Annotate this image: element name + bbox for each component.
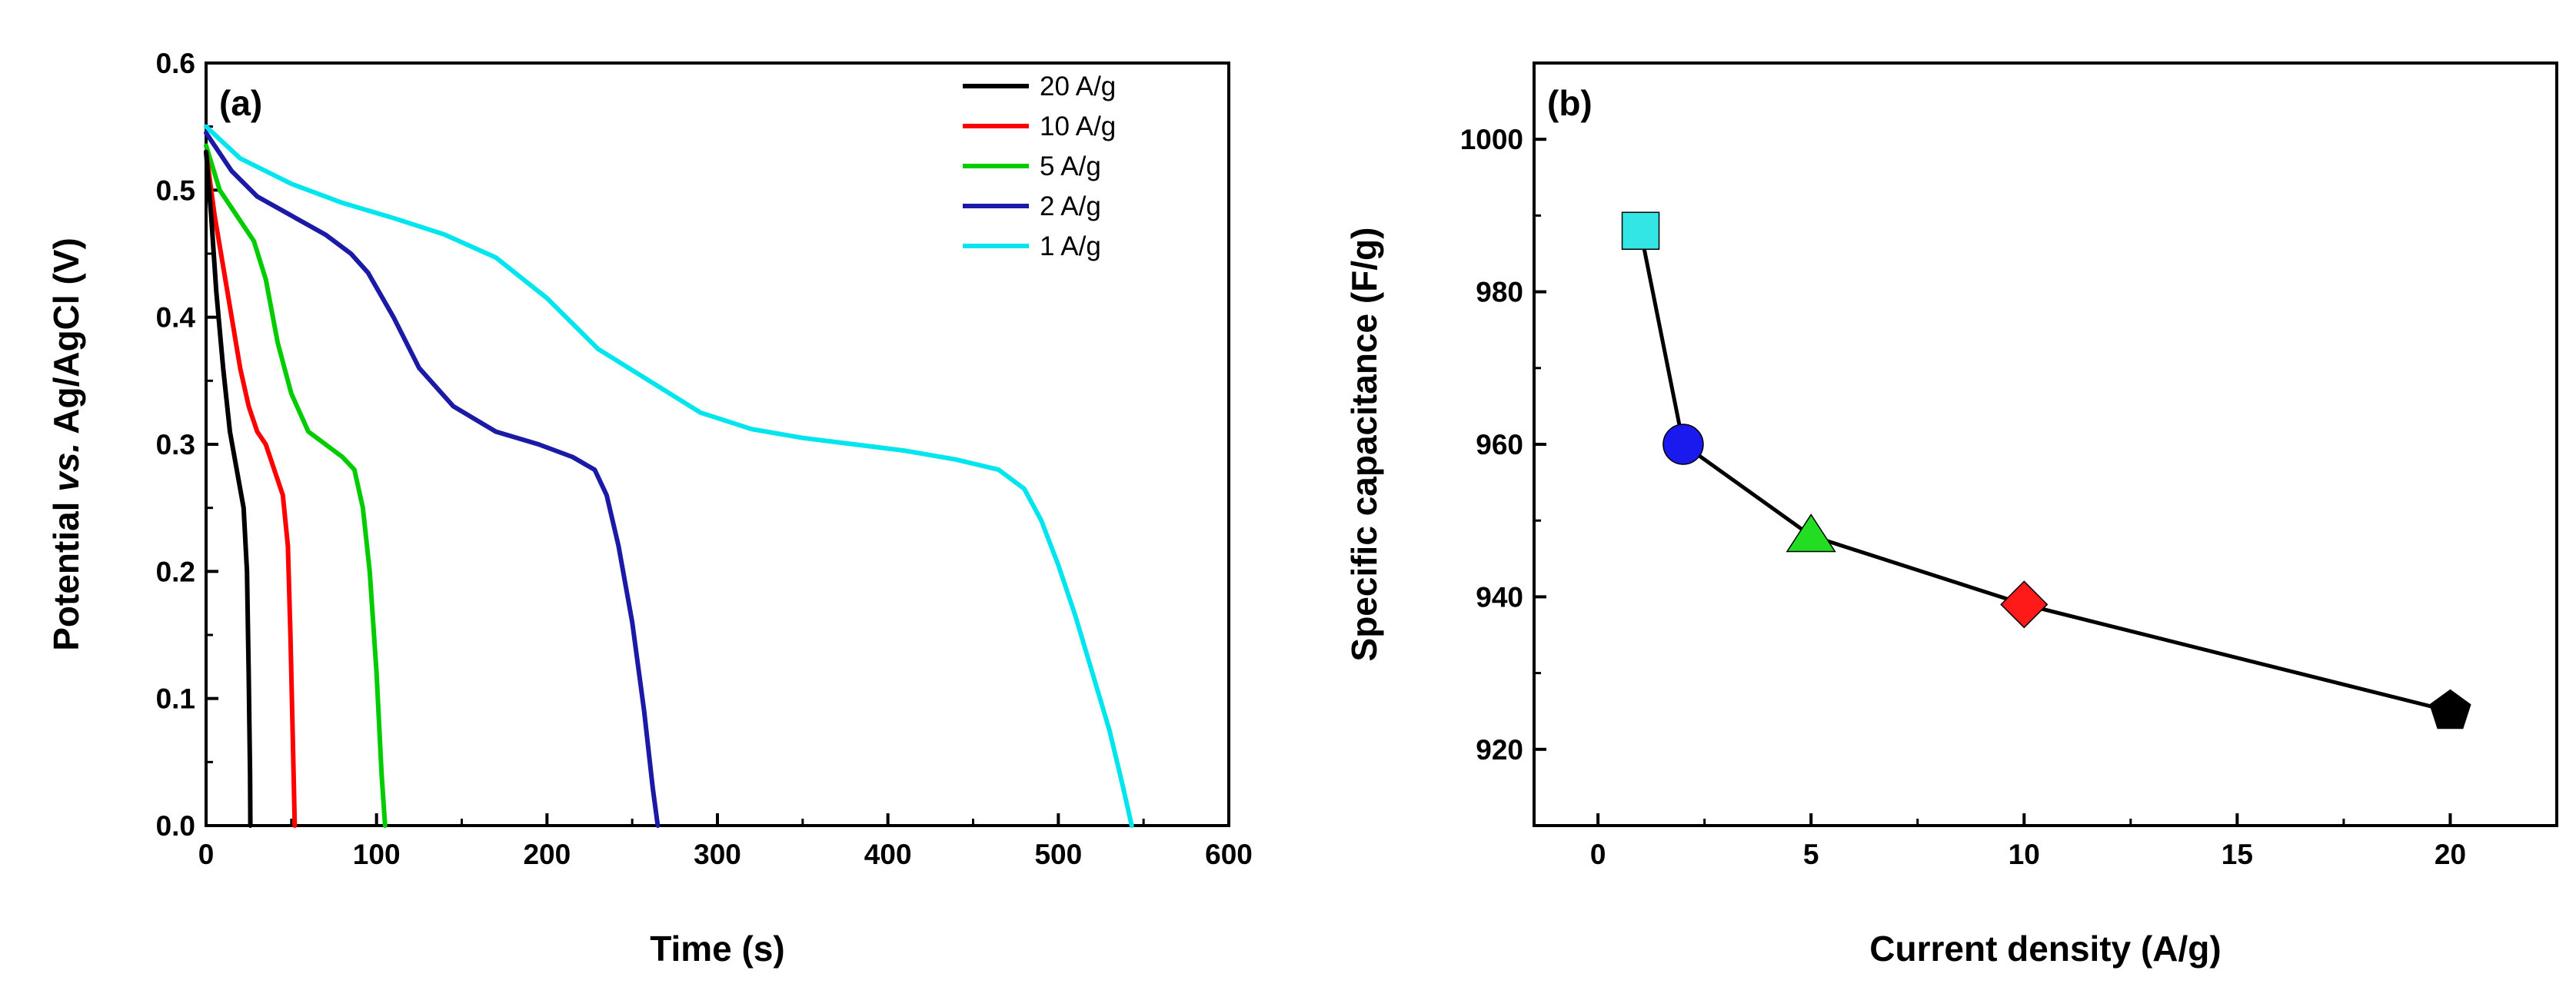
panel-a-series-lines bbox=[204, 124, 1134, 828]
panel-b-y-tick-label: 960 bbox=[1476, 429, 1523, 460]
panel-b-x-axis-title: Current density (A/g) bbox=[1869, 929, 2221, 969]
panel-a-x-tick-label: 100 bbox=[353, 839, 401, 870]
series-line-2-a-g bbox=[204, 130, 661, 828]
panel-b-y-tick-label: 1000 bbox=[1460, 124, 1523, 155]
panel-a-x-tick-label: 500 bbox=[1034, 839, 1082, 870]
panel-a-y-tick-label: 0.5 bbox=[156, 174, 195, 206]
series-line-20-a-g bbox=[204, 149, 253, 828]
panel-b-x-tick-label: 0 bbox=[1590, 839, 1606, 870]
panel-a-y-tick-label: 0.0 bbox=[156, 810, 195, 842]
panel-b-y-tick-label: 920 bbox=[1476, 734, 1523, 766]
data-point-triangle bbox=[1786, 513, 1836, 553]
series-line-5-a-g bbox=[204, 143, 388, 828]
data-point-pentagon bbox=[2429, 689, 2471, 729]
panel-b-connecting-line bbox=[1639, 230, 2451, 713]
panel-a-label: (a) bbox=[219, 83, 262, 123]
data-point-circle bbox=[1662, 424, 1704, 465]
legend-label-10-a-g: 10 A/g bbox=[1040, 111, 1116, 141]
legend-label-5-a-g: 5 A/g bbox=[1040, 151, 1101, 181]
panel-a-x-tick-label: 200 bbox=[523, 839, 571, 870]
legend-label-2-a-g: 2 A/g bbox=[1040, 191, 1101, 221]
panel-b-y-axis-title: Specific capacitance (F/g) bbox=[1344, 228, 1384, 662]
panel-a-y-title-part-1: Potential bbox=[46, 492, 86, 651]
panel-a-legend: 20 A/g 10 A/g 5 A/g 2 A/g 1 A/g bbox=[963, 71, 1116, 261]
panel-a-y-tick-label: 0.4 bbox=[156, 302, 196, 334]
panel-a-discharge-curves: 0 100 200 300 400 500 600 0.00.10.20.30.40.50.… bbox=[46, 48, 1253, 969]
panel-b-x-tick-label: 15 bbox=[2222, 839, 2253, 870]
panel-b-y-tick-label: 940 bbox=[1476, 581, 1523, 613]
data-point-diamond bbox=[2000, 580, 2048, 629]
panel-b-x-ticks: 0 5 10 15 20 bbox=[1590, 813, 2558, 870]
capacitance-line bbox=[1639, 230, 2451, 713]
panel-a-x-tick-label: 300 bbox=[694, 839, 741, 870]
panel-a-y-title-part-2: vs. bbox=[46, 443, 86, 492]
panel-b-capacitance: 0 5 10 15 20 920 940 960 980 1000 (b) Current de… bbox=[1344, 61, 2558, 969]
panel-a-y-tick-label: 0.6 bbox=[156, 48, 195, 79]
panel-a-y-tick-label: 0.1 bbox=[156, 683, 195, 715]
panel-a-y-tick-label: 0.3 bbox=[156, 429, 195, 460]
panel-b-x-tick-label: 5 bbox=[1803, 839, 1819, 870]
panel-a-y-axis-title: Potential vs. Ag/AgCl (V) bbox=[46, 238, 86, 651]
panel-b-y-tick-label: 980 bbox=[1476, 277, 1523, 308]
data-point-square bbox=[1621, 211, 1660, 250]
series-line-10-a-g bbox=[204, 149, 298, 828]
panel-b-label: (b) bbox=[1547, 83, 1593, 123]
panel-a-y-title-part-3: Ag/AgCl (V) bbox=[46, 238, 86, 443]
panel-b-markers bbox=[1621, 211, 2471, 729]
panel-a-x-tick-label: 400 bbox=[864, 839, 912, 870]
panel-a-x-ticks: 0 100 200 300 400 500 600 bbox=[198, 813, 1253, 870]
panel-a-y-ticks: 0.0 0.1 0.2 0.3 0.4 0.5 0.6 bbox=[156, 48, 218, 842]
legend-label-20-a-g: 20 A/g bbox=[1040, 71, 1116, 101]
panel-a-x-axis-title: Time (s) bbox=[650, 929, 785, 969]
panel-b-x-tick-label: 20 bbox=[2435, 839, 2466, 870]
panel-b-x-tick-label: 10 bbox=[2009, 839, 2040, 870]
panel-a-y-tick-label: 0.2 bbox=[156, 556, 195, 587]
series-line-1-a-g bbox=[204, 124, 1134, 828]
panel-b-y-ticks: 920 940 960 980 1000 bbox=[1460, 124, 1546, 827]
panel-a-x-tick-label: 600 bbox=[1205, 839, 1253, 870]
panel-a-x-tick-label: 0 bbox=[198, 839, 215, 870]
legend-label-1-a-g: 1 A/g bbox=[1040, 231, 1101, 261]
